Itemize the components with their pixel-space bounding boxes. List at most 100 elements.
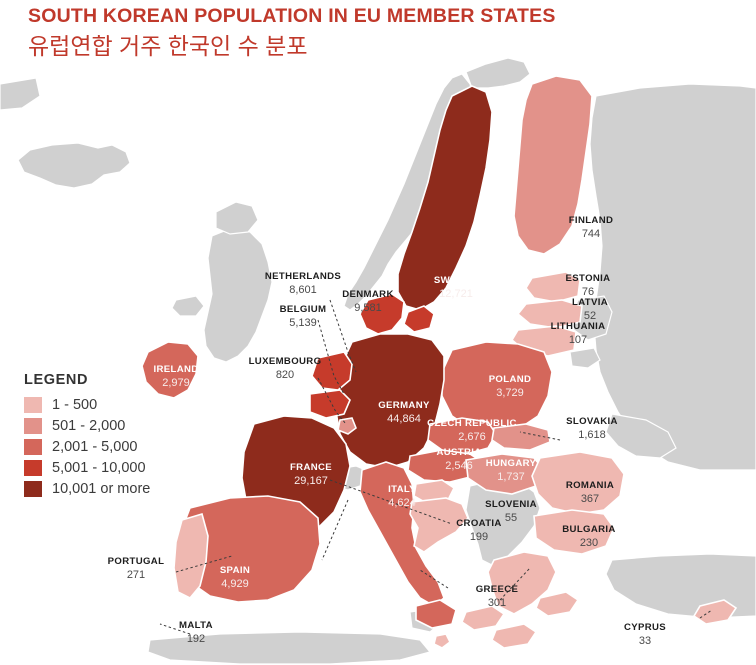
country-shape-greece[interactable] [461, 605, 506, 631]
country-value: 52 [583, 309, 597, 322]
country-shape-netherlands[interactable] [311, 351, 353, 391]
country-shape-malta[interactable] [433, 633, 452, 649]
country-shape-denmark[interactable] [403, 305, 435, 333]
country-shape-ireland[interactable] [141, 341, 199, 399]
country-shape-greece[interactable] [535, 591, 580, 617]
legend-item: 10,001 or more [24, 479, 150, 499]
legend-item: 501 - 2,000 [24, 416, 150, 436]
country-value: 199 [469, 530, 489, 543]
country-value: 4,624 [388, 496, 416, 509]
legend-label: 1 - 500 [52, 397, 98, 413]
country-shape-denmark[interactable] [359, 293, 405, 335]
legend-swatch [24, 418, 42, 434]
country-value: 2,676 [458, 430, 486, 443]
country-label-austria: AUSTRIA 2,546 [399, 447, 519, 472]
country-name: FRANCE [289, 462, 333, 473]
country-name: LITHUANIA [550, 321, 606, 332]
country-label-croatia: CROATIA 199 [419, 518, 539, 543]
non-member-country-shape [17, 142, 131, 189]
non-member-country-shape [465, 57, 531, 89]
country-label-luxembourg: LUXEMBOURG 820 [225, 356, 345, 381]
country-shape-croatia[interactable] [409, 497, 469, 553]
country-shape-czech-republic[interactable] [427, 417, 497, 455]
country-label-latvia: LATVIA 52 [530, 297, 650, 322]
country-name: GREECE [475, 584, 519, 595]
country-shape-greece[interactable] [487, 551, 557, 615]
country-name: NETHERLANDS [264, 271, 342, 282]
country-value: 9,581 [354, 301, 382, 314]
country-name: SLOVENIA [485, 499, 537, 510]
legend-item: 1 - 500 [24, 395, 150, 415]
country-value: 5,139 [289, 316, 317, 329]
country-shape-latvia[interactable] [516, 299, 583, 329]
country-label-slovakia: SLOVAKIA 1,618 [532, 416, 652, 441]
page-subtitle-korean: 유럽연합 거주 한국인 수 분포 [28, 33, 308, 60]
country-label-belgium: BELGIUM 5,139 [243, 304, 363, 329]
legend-title: LEGEND [24, 372, 89, 388]
leader-line [419, 569, 449, 589]
country-label-france: FRANCE 29,167 [251, 462, 371, 487]
country-name: MALTA [179, 620, 213, 631]
country-shape-romania[interactable] [531, 451, 625, 515]
country-name: HUNGARY [485, 458, 537, 469]
country-shape-sweden[interactable] [397, 85, 493, 311]
country-value: 192 [186, 632, 206, 645]
country-shape-luxembourg[interactable] [337, 417, 357, 435]
country-name: AUSTRIA [436, 447, 482, 458]
country-name: LATVIA [571, 297, 609, 308]
country-value: 3,729 [496, 386, 524, 399]
country-label-estonia: ESTONIA 76 [528, 273, 648, 298]
country-shape-estonia[interactable] [525, 271, 581, 303]
country-label-czech-republic: CZECH REPUBLIC 2,676 [412, 418, 532, 443]
country-name: ESTONIA [565, 273, 611, 284]
country-value: 820 [275, 368, 295, 381]
country-shape-cyprus[interactable] [692, 599, 738, 625]
country-label-finland: FINLAND 744 [531, 215, 651, 240]
country-name: ROMANIA [565, 480, 615, 491]
country-value: 1,737 [497, 470, 525, 483]
non-member-country-shape [0, 77, 41, 111]
country-value: 744 [581, 227, 601, 240]
legend-swatch [24, 460, 42, 476]
country-shape-belgium[interactable] [309, 389, 351, 419]
country-shape-slovakia[interactable] [491, 423, 551, 451]
country-label-germany: GERMANY 44,864 [344, 400, 464, 425]
country-label-poland: POLAND 3,729 [450, 374, 570, 399]
leader-line [519, 431, 561, 441]
country-name: SPAIN [219, 565, 251, 576]
country-value: 33 [638, 634, 652, 647]
non-member-country-shape [589, 83, 756, 471]
leader-line [321, 499, 349, 561]
legend-items: 1 - 500 501 - 2,000 2,001 - 5,000 5,001 - 1… [24, 395, 150, 499]
country-label-lithuania: LITHUANIA 107 [518, 321, 638, 346]
legend-item: 5,001 - 10,000 [24, 458, 150, 478]
country-shape-portugal[interactable] [173, 512, 209, 599]
country-name: PORTUGAL [107, 556, 165, 567]
country-value: 76 [581, 285, 595, 298]
country-value: 44,864 [387, 412, 421, 425]
country-shape-greece[interactable] [491, 623, 538, 649]
country-shape-italy[interactable] [359, 461, 445, 607]
country-label-italy: ITALY 4,624 [342, 484, 462, 509]
country-value: 107 [568, 333, 588, 346]
country-label-spain: SPAIN 4,929 [175, 565, 295, 590]
country-value: 2,546 [445, 459, 473, 472]
country-name: BELGIUM [279, 304, 327, 315]
country-shape-bulgaria[interactable] [533, 509, 615, 555]
label-leader-lines [159, 299, 713, 635]
country-name: CYPRUS [623, 622, 667, 633]
country-shape-finland[interactable] [513, 75, 593, 255]
country-value: 55 [504, 511, 518, 524]
legend-swatch [24, 439, 42, 455]
non-member-country-shape [171, 295, 205, 317]
country-name: GERMANY [378, 400, 430, 411]
country-label-ireland: IRELAND 2,979 [116, 364, 236, 389]
legend: LEGEND 1 - 500 501 - 2,000 2,001 - 5,000 5,… [24, 372, 150, 500]
country-shape-poland[interactable] [441, 341, 553, 433]
country-shape-italy[interactable] [415, 599, 457, 629]
non-member-country-shape [147, 631, 432, 665]
non-member-country-shape [569, 347, 601, 369]
country-label-hungary: HUNGARY 1,737 [451, 458, 571, 483]
